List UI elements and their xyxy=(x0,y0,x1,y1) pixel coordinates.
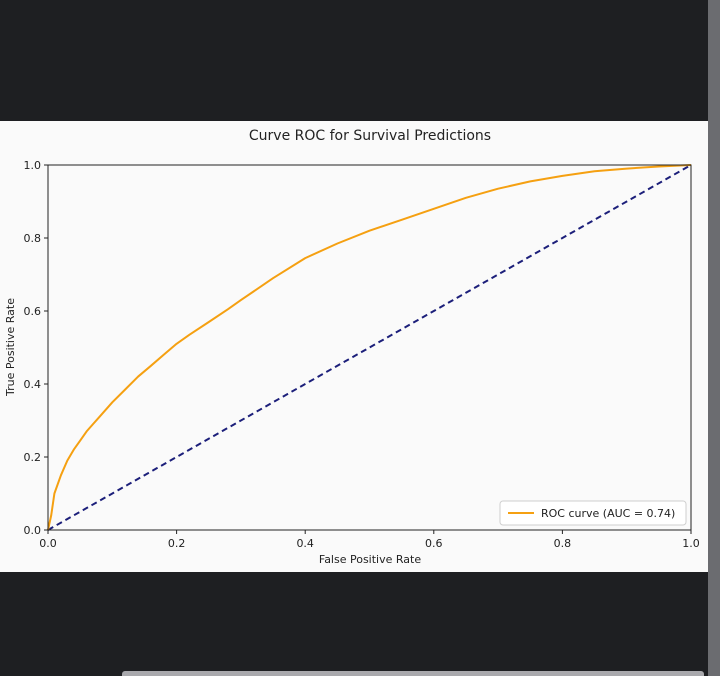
y-axis-label: True Positive Rate xyxy=(4,298,17,397)
legend-box xyxy=(499,500,687,526)
y-tick-label: 0.0 xyxy=(24,524,42,537)
y-tick-label: 0.6 xyxy=(24,305,42,318)
chart-title: Curve ROC for Survival Predictions xyxy=(249,128,491,144)
bottom-gesture-bar xyxy=(122,671,704,676)
y-tick-label: 0.2 xyxy=(24,451,42,464)
screen-right-edge xyxy=(708,0,720,676)
x-tick-label: 0.8 xyxy=(554,537,572,550)
roc-chart: Curve ROC for Survival Predictions 0.0 0.… xyxy=(4,128,700,566)
plot-frame xyxy=(47,164,692,531)
figure-panel: Curve ROC for Survival Predictions 0.0 0.… xyxy=(0,121,708,572)
x-tick-label: 1.0 xyxy=(682,537,700,550)
plot-area xyxy=(47,164,692,531)
x-tick-label: 0.2 xyxy=(168,537,186,550)
y-tick-label: 0.8 xyxy=(24,232,42,245)
x-axis-label: False Positive Rate xyxy=(319,553,421,566)
legend-label-roc: ROC curve (AUC = 0.74) xyxy=(541,507,675,520)
y-tick-label: 1.0 xyxy=(24,159,42,172)
x-tick-label: 0.4 xyxy=(296,537,314,550)
screen-top-dark-area xyxy=(0,0,708,121)
x-tick-label: 0.6 xyxy=(425,537,443,550)
roc-curve-line xyxy=(47,164,692,531)
y-axis-ticks: 0.0 0.2 0.4 0.6 0.8 1.0 xyxy=(24,159,48,537)
legend: ROC curve (AUC = 0.74) xyxy=(499,500,687,526)
x-tick-label: 0.0 xyxy=(39,537,57,550)
chance-diagonal-line xyxy=(47,164,692,531)
y-tick-label: 0.4 xyxy=(24,378,42,391)
x-axis-ticks: 0.0 0.2 0.4 0.6 0.8 1.0 xyxy=(39,530,700,550)
